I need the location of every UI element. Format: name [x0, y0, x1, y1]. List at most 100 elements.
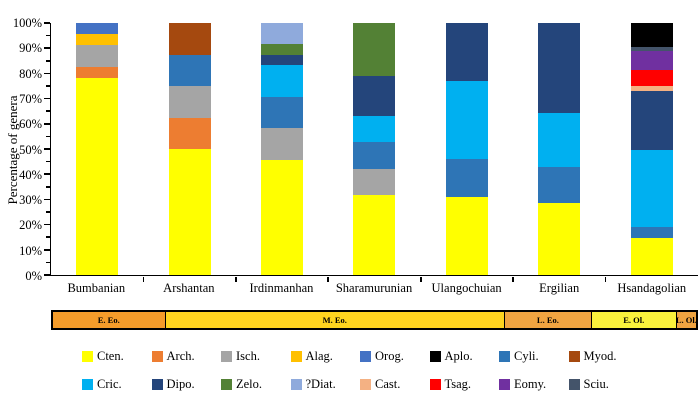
bar-hsandagolian — [630, 23, 673, 275]
x-axis-label: Ergilian — [539, 281, 580, 295]
legend-swatch-icon — [221, 351, 232, 362]
y-minor-tick — [46, 110, 50, 112]
y-major-tick — [43, 249, 50, 251]
bar-segment — [538, 202, 581, 275]
y-axis-tick-label: 90% — [19, 41, 42, 56]
legend-label: Cast. — [375, 377, 401, 391]
x-axis-category-labels: Bumbanian Arshantan Irdinmanhan Sharamuruni… — [50, 281, 698, 296]
bar-segment — [168, 54, 211, 86]
legend-swatch-icon — [221, 379, 232, 390]
bar-segment — [353, 116, 396, 143]
bar-segment — [630, 238, 673, 275]
legend-item: Cric. — [82, 377, 152, 392]
y-minor-tick — [46, 261, 50, 264]
bar-segment — [630, 150, 673, 228]
bar-segment — [445, 158, 488, 198]
y-major-tick — [43, 47, 50, 49]
legend-label: Arch. — [166, 349, 195, 363]
legend-label: ?Diat. — [305, 377, 336, 391]
bar-segment — [630, 69, 673, 87]
bar-slot — [236, 23, 328, 275]
bar-segment — [538, 166, 581, 203]
bar-arshantan — [168, 23, 211, 275]
bar-segment — [76, 33, 119, 45]
timeline-segment: L. Ol. — [676, 312, 696, 328]
x-axis-tick — [419, 276, 422, 282]
x-axis-tick — [327, 276, 330, 282]
plot-area — [43, 22, 698, 282]
x-axis-label: Irdinmanhan — [249, 281, 314, 295]
y-axis-tick-label: 80% — [19, 66, 42, 81]
bars-container — [51, 23, 698, 275]
y-minor-tick — [46, 34, 50, 37]
legend-item: Cten. — [82, 349, 152, 364]
y-axis-tick-label: 0% — [25, 269, 42, 283]
y-major-tick — [43, 274, 50, 276]
legend-swatch-icon — [360, 351, 371, 362]
legend-swatch-icon — [360, 379, 371, 390]
bar-slot — [143, 23, 235, 275]
legend-label: Aplo. — [444, 349, 473, 363]
legend-swatch-icon — [499, 379, 510, 390]
bar-segment — [261, 65, 304, 97]
y-axis-tick-label: 60% — [19, 117, 42, 132]
legend-label: Sciu. — [583, 377, 609, 391]
bar-segment — [630, 227, 673, 239]
y-minor-tick — [46, 211, 50, 213]
legend-swatch-icon — [151, 379, 163, 390]
legend-swatch-icon — [429, 379, 441, 390]
bar-segment — [630, 86, 673, 92]
bar-slot — [513, 23, 605, 275]
legend-item: Zelo. — [221, 377, 291, 392]
legend-item: Isch. — [221, 349, 291, 364]
legend-label: Myod. — [583, 349, 617, 363]
bar-segment — [261, 43, 304, 55]
bar-segment — [261, 54, 304, 66]
x-axis-tick — [604, 276, 607, 282]
timeline-segment: M. Eo. — [165, 312, 506, 328]
y-axis-tick-label: 100% — [12, 16, 42, 30]
bar-segment — [630, 47, 673, 51]
legend-swatch-icon — [290, 379, 302, 390]
bar-ulangochuian — [445, 23, 488, 275]
x-axis-tick — [235, 276, 237, 282]
legend-label: Cyli. — [514, 349, 539, 363]
bar-segment — [353, 142, 396, 169]
legend-label: Orog. — [375, 349, 404, 363]
legend-swatch-icon — [151, 351, 163, 362]
y-axis-tick-label: 20% — [19, 218, 42, 233]
bar-segment — [630, 23, 673, 47]
bar-segment — [538, 112, 581, 167]
bar-ergilian — [538, 23, 581, 275]
legend-item: Alag. — [290, 349, 361, 364]
bar-segment — [630, 50, 673, 70]
y-minor-tick — [46, 60, 50, 62]
legend-swatch-icon — [82, 351, 93, 362]
legend-label: Isch. — [236, 349, 260, 363]
bar-segment — [261, 128, 304, 160]
bar-sharamurunian — [353, 23, 396, 275]
legend-label: Zelo. — [236, 377, 263, 391]
bar-slot — [328, 23, 420, 275]
x-axis-label: Ulangochuian — [431, 281, 502, 295]
legend-swatch-icon — [568, 379, 580, 390]
legend-item: ?Diat. — [290, 377, 361, 392]
legend-item: Sciu. — [568, 377, 639, 392]
bar-segment — [168, 23, 211, 55]
bar-slot — [606, 23, 698, 275]
bar-segment — [445, 197, 488, 275]
y-minor-tick — [46, 186, 50, 188]
bar-segment — [353, 23, 396, 77]
bar-segment — [168, 86, 211, 118]
bar-segment — [353, 168, 396, 196]
y-minor-tick — [46, 135, 50, 138]
x-axis-label: Bumbanian — [67, 281, 126, 295]
geologic-timescale-bar: E. Eo. M. Eo. L. Eo. E. Ol. L. Ol. — [51, 310, 698, 330]
bar-segment — [168, 117, 211, 149]
y-major-tick — [43, 72, 50, 75]
y-axis-tick-label: 40% — [19, 167, 42, 182]
legend-swatch-icon — [290, 351, 302, 362]
y-axis-tick-label: 70% — [19, 91, 42, 106]
bar-segment — [353, 76, 396, 117]
timeline-segment: E. Eo. — [53, 312, 166, 328]
